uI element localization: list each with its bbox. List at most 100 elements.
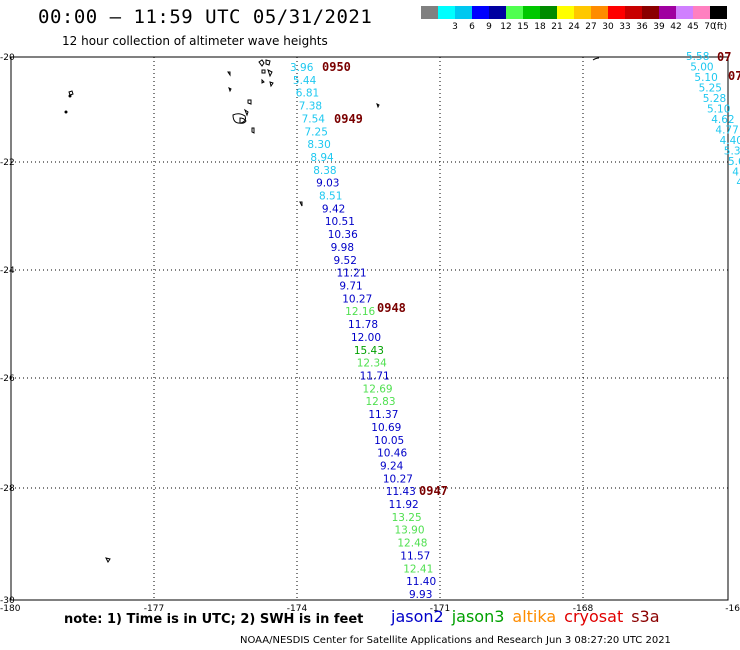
island-outline [265, 59, 271, 66]
colorbar-swatch [625, 6, 642, 19]
wave-height-label: 9.52 [334, 255, 357, 267]
grid-lines [11, 57, 728, 600]
pass-id-labels: 0950 0949 0948 0947 07 07 [322, 50, 740, 498]
map-subtitle: 12 hour collection of altimeter wave hei… [62, 34, 328, 48]
pass-id-label: 07 [728, 69, 740, 83]
legend-altika: altika [512, 607, 557, 626]
colorbar-label: 42 [670, 22, 682, 32]
y-tick-label: -20 [0, 53, 15, 63]
map-frame [10, 56, 729, 601]
wave-height-label: 9.03 [316, 178, 339, 190]
altimeter-track-right: 5.585.005.105.255.285.104.624.774.405.35… [686, 51, 740, 189]
wave-height-label: 10.51 [325, 216, 355, 228]
island-outline [247, 99, 252, 105]
wave-height-label: 12.34 [357, 358, 387, 370]
colorbar-swatch [676, 6, 693, 19]
colorbar-swatch [472, 6, 489, 19]
wave-height-label: 9.98 [331, 242, 354, 254]
wave-height-label: 12.41 [403, 563, 433, 575]
colorbar-label: 21 [551, 22, 563, 32]
colorbar-label: 9 [486, 22, 492, 32]
wave-height-label: 11.71 [360, 370, 390, 382]
colorbar-label: 39 [653, 22, 665, 32]
island-dot [68, 94, 72, 98]
wave-height-label: 15.43 [354, 345, 384, 357]
y-tick-label: -30 [0, 596, 15, 606]
colorbar-label: 45 [687, 22, 699, 32]
colorbar-swatch [421, 6, 438, 19]
wave-height-label: 13.90 [394, 525, 424, 537]
island-outline [228, 87, 232, 93]
colorbar-swatch [574, 6, 591, 19]
wave-height-label: 10.27 [342, 293, 372, 305]
wave-height-label: 5.3 [724, 146, 740, 158]
wave-height-label: 5.10 [694, 72, 717, 84]
wave-height-label: 5.6 [728, 156, 740, 168]
wave-height-label: 4. [732, 167, 740, 179]
wave-height-label: 5.25 [699, 83, 722, 95]
wave-height-label: 10.36 [328, 229, 358, 241]
wave-height-label: 9.42 [322, 203, 345, 215]
island-outline [299, 201, 303, 207]
x-tick-label: -174 [287, 604, 308, 614]
colorbar-swatch [608, 6, 625, 19]
wave-height-label: 4.62 [711, 114, 734, 126]
wave-height-label: 9.93 [409, 589, 432, 601]
island-outline [592, 57, 600, 61]
colorbar-swatch [659, 6, 676, 19]
wave-height-label: 4.40 [720, 135, 740, 147]
wave-height-label: 11.78 [348, 319, 378, 331]
island-outline [269, 81, 274, 88]
x-tick-label: -168 [573, 604, 594, 614]
y-tick-label: -22 [0, 158, 15, 168]
wave-height-label: 8.94 [310, 152, 334, 164]
colorbar-label: 3 [452, 22, 458, 32]
wave-height-label: 12.83 [365, 396, 395, 408]
island-dot [64, 110, 68, 114]
colorbar-label: 36 [636, 22, 648, 32]
altimeter-track-main: 3.965.446.817.387.547.258.308.948.389.03… [290, 62, 436, 601]
legend-jason2: jason2 [391, 607, 444, 626]
wave-height-label: 10.05 [374, 435, 404, 447]
colorbar-label: 33 [619, 22, 631, 32]
colorbar-swatch [591, 6, 608, 19]
wave-height-label: 3.96 [290, 62, 314, 74]
footer-note: note: 1) Time is in UTC; 2) SWH is in fe… [64, 612, 364, 627]
colorbar-labels: 3 6 9 12 15 18 21 24 27 30 33 36 39 42 45 70 (ft) [421, 22, 727, 34]
wave-height-label: 11.21 [336, 268, 366, 280]
colorbar-swatch [540, 6, 557, 19]
footer-credit: NOAA/NESDIS Center for Satellite Applica… [240, 635, 671, 646]
island-outline [251, 127, 255, 134]
island-outline [239, 117, 247, 124]
wave-height-label: 7.38 [299, 101, 322, 113]
x-tick-label: -171 [430, 604, 450, 614]
wave-height-label: 8.38 [313, 165, 336, 177]
colorbar-swatch [438, 6, 455, 19]
pass-id-label: 0949 [334, 112, 363, 126]
colorbar-swatch [523, 6, 540, 19]
wave-height-colorbar [421, 6, 727, 19]
island-outline [376, 103, 380, 109]
colorbar-swatch [489, 6, 506, 19]
wave-height-label: 13.25 [392, 512, 422, 524]
island-outline [227, 71, 231, 77]
wave-height-label: 11.57 [400, 550, 430, 562]
colorbar-swatch [710, 6, 727, 19]
colorbar-label: 18 [534, 22, 546, 32]
colorbar-label: 30 [602, 22, 614, 32]
wave-height-label: 12.16 [345, 306, 375, 318]
island-outline [68, 90, 74, 96]
island-outline [267, 69, 273, 78]
wave-height-label: 10.27 [383, 473, 413, 485]
colorbar-label: 70 [704, 22, 716, 32]
x-tick-label: -16 [725, 604, 740, 614]
legend-cryosat: cryosat [564, 607, 624, 626]
wave-height-label: 5.10 [707, 104, 730, 116]
wave-height-label: 8.30 [307, 139, 330, 151]
wave-height-label: 7.54 [302, 113, 326, 125]
wave-height-label: 10.46 [377, 448, 407, 460]
island-outline [243, 108, 249, 117]
pass-id-label: 0950 [322, 60, 351, 74]
axis-ticks: -180 -177 -174 -171 -168 -16 -20 -22 -24 -26 -28 -3… [0, 53, 740, 614]
